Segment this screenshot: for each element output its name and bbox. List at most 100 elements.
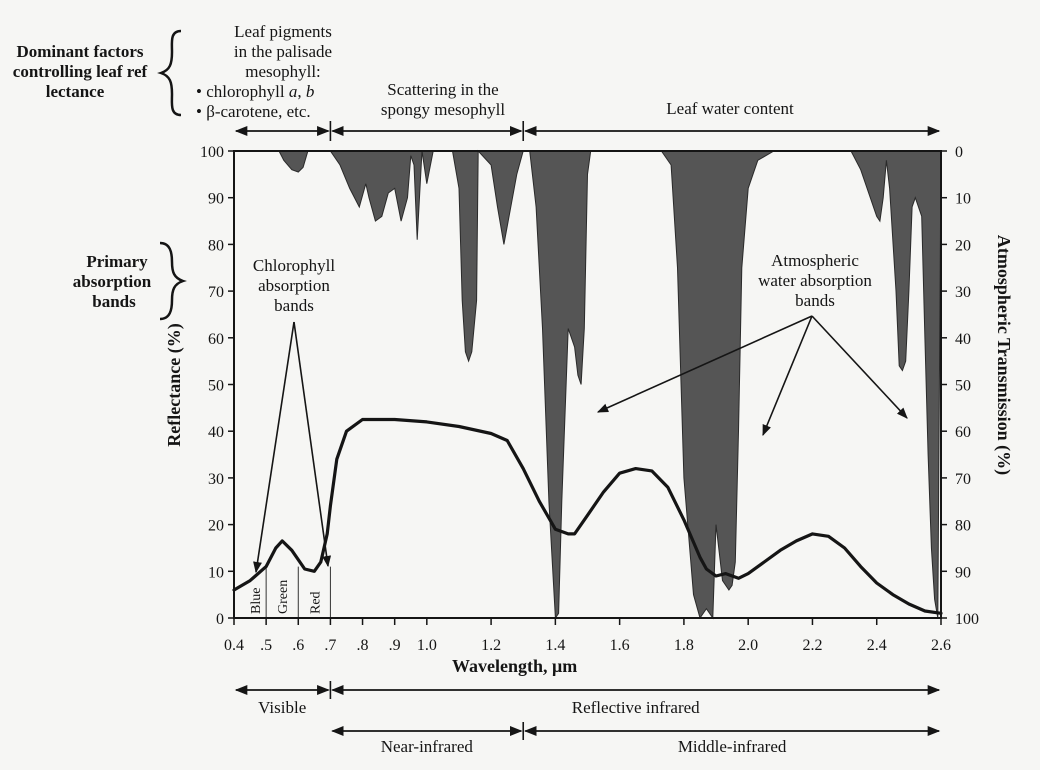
scattering-annotation: Scattering in the spongy mesophyll	[381, 80, 505, 119]
chlorophyll-bands-annotation: Chlorophyll absorption bands	[253, 256, 335, 574]
reflectance-point	[827, 535, 830, 537]
y-right-tick-label: 40	[955, 331, 971, 348]
x-tick-label: 2.0	[738, 637, 758, 654]
reflectance-point	[313, 570, 315, 572]
primary-absorption-line-1: Primary	[86, 252, 148, 271]
x-tick-label: 2.2	[802, 637, 822, 654]
reflectance-point	[458, 425, 460, 428]
plot-frame	[233, 150, 942, 619]
reflectance-point	[795, 540, 798, 542]
chlorophyll-bands-line-1: Chlorophyll	[253, 256, 335, 275]
y-right-tick-label: 50	[955, 378, 971, 395]
x-tick-label: .6	[292, 637, 304, 654]
y-right-tick-label: 100	[955, 611, 979, 628]
x-tick-label: .5	[260, 637, 272, 654]
y-right-tick-label: 70	[955, 471, 971, 488]
reflectance-point	[326, 533, 328, 535]
reflectance-point	[394, 418, 396, 421]
y-tick-label: 10	[208, 564, 224, 581]
reflectance-point	[426, 421, 428, 423]
leaf-pigments-line-5: • β-carotene, etc.	[196, 102, 311, 121]
y-right-tick-label: 10	[955, 191, 971, 208]
primary-absorption-line-3: bands	[92, 292, 136, 311]
reflectance-point	[651, 470, 653, 472]
reflectance-point	[715, 575, 717, 577]
x-tick-label: 1.2	[481, 637, 501, 654]
x-axis-title: Wavelength, μm	[452, 656, 577, 676]
y-tick-label: 80	[208, 237, 224, 254]
reflectance-point	[779, 549, 781, 551]
reflectance-point	[265, 566, 267, 568]
atmospheric-absorption-layer	[234, 149, 942, 620]
x-tick-label: .7	[324, 637, 336, 654]
atmospheric-bands-line-1: Atmospheric	[771, 251, 859, 270]
reflectance-point	[304, 568, 306, 570]
y-tick-label: 100	[200, 144, 224, 161]
y-tick-label: 70	[208, 284, 224, 301]
dominant-factors-brace	[157, 29, 182, 117]
scattering-line-2: spongy mesophyll	[381, 100, 505, 119]
y-right-tick-label: 80	[955, 518, 971, 535]
reflectance-point	[747, 573, 749, 575]
bottom-row2-0-label: Near-infrared	[381, 737, 474, 756]
atmospheric-arrow-3	[811, 315, 908, 419]
y-tick-label: 90	[208, 191, 224, 208]
atmospheric-bands-line-3: bands	[795, 291, 835, 310]
reflectance-point	[361, 418, 364, 421]
chlorophyll-bands-line-2: absorption	[258, 276, 330, 295]
y-tick-label: 60	[208, 331, 224, 348]
atmospheric-arrow-2	[762, 315, 813, 437]
reflectance-point	[275, 547, 277, 549]
top-region-arrows	[234, 121, 941, 141]
y-right-tick-label: 0	[955, 144, 963, 161]
reflectance-point	[345, 430, 348, 432]
reflectance-point	[329, 505, 331, 507]
reflectance-point	[506, 439, 508, 442]
leaf-pigments-line-3: mesophyll:	[245, 62, 321, 81]
atmospheric-absorption-area	[234, 149, 942, 620]
reflectance-point	[892, 594, 894, 596]
reflectance-point	[619, 472, 621, 474]
reflectance-point	[336, 458, 338, 460]
axes-layer: 0.4 .5 .6 .7 .8 .9 1.0 1.2 1.4 1.6 1.8 2.0 2.2 2.4 2.6…	[164, 144, 1014, 676]
y-tick-label: 30	[208, 471, 224, 488]
band-label-green: Green	[276, 580, 291, 614]
bottom-row1-0-label: Visible	[258, 698, 306, 717]
atmospheric-arrow-1	[596, 315, 813, 413]
reflectance-point	[667, 486, 669, 488]
reflectance-point	[567, 533, 569, 535]
reflectance-point	[320, 561, 322, 563]
y-tick-label: 20	[208, 518, 224, 535]
scattering-line-1: Scattering in the	[387, 80, 498, 99]
reflectance-point	[683, 519, 685, 521]
reflectance-point	[281, 540, 283, 542]
reflectance-point	[908, 603, 910, 605]
y-tick-label: 0	[216, 611, 224, 628]
x-tick-label: 0.4	[224, 637, 244, 654]
x-tick-label: .8	[357, 637, 369, 654]
reflectance-point	[699, 556, 701, 558]
leaf-pigments-line-4: • chlorophyll a, b	[196, 82, 314, 101]
y-tick-label: 50	[208, 378, 224, 395]
reflectance-point	[603, 491, 605, 493]
chlorophyll-arrow-blue	[253, 321, 295, 574]
atmospheric-bands-annotation: Atmospheric water absorption bands	[596, 251, 908, 437]
y-right-axis-title: Atmospheric Transmission (%)	[993, 235, 1014, 475]
x-tick-label: .9	[389, 637, 401, 654]
band-label-red: Red	[308, 591, 323, 614]
x-tick-label: 2.6	[931, 637, 951, 654]
reflectance-point	[725, 573, 727, 575]
color-bands-layer: Blue Green Red	[249, 566, 331, 618]
reflectance-point	[538, 500, 540, 502]
band-label-blue: Blue	[249, 588, 264, 614]
bottom-row2-1-label: Middle-infrared	[678, 737, 787, 756]
reflectance-point	[844, 547, 846, 549]
reflectance-point	[705, 568, 708, 570]
y-axis-title: Reflectance (%)	[164, 323, 185, 446]
y-right-tick-label: 90	[955, 564, 971, 581]
leaf-pigments-line-1: Leaf pigments	[234, 22, 332, 41]
x-tick-label: 2.4	[867, 637, 887, 654]
primary-absorption-brace	[159, 241, 187, 321]
x-tick-label: 1.0	[417, 637, 437, 654]
